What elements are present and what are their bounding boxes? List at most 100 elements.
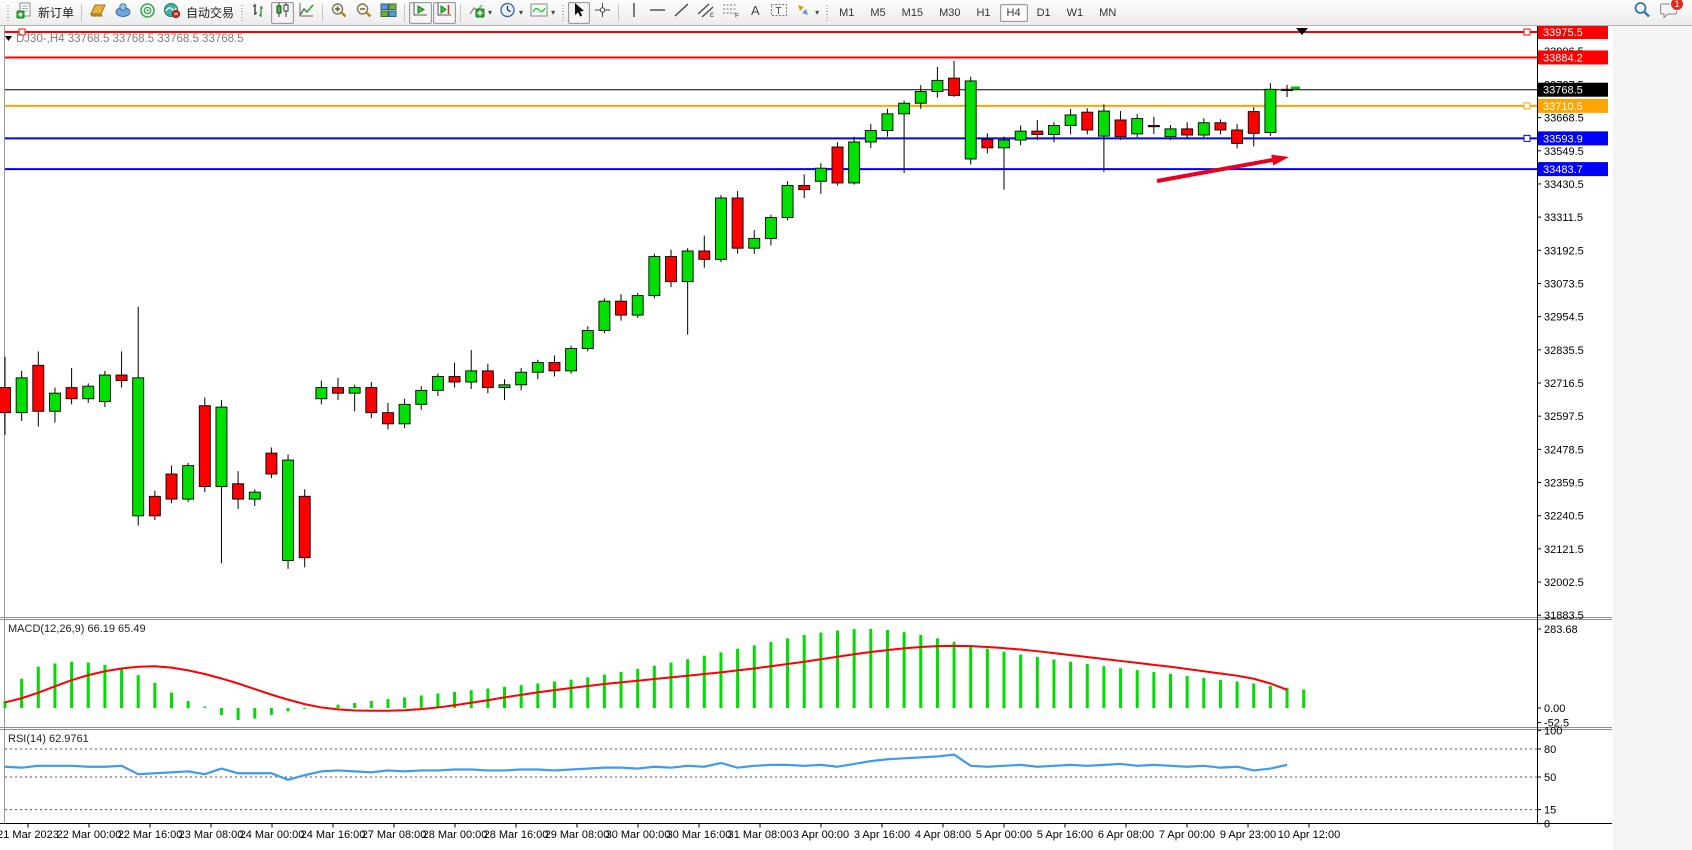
bar-chart-mode-button[interactable] xyxy=(247,2,270,24)
time-tick-label: 23 Mar 08:00 xyxy=(179,829,244,841)
timeframe-button-M15[interactable]: M15 xyxy=(901,6,924,19)
candle-body-up xyxy=(814,167,827,182)
candle-body-down xyxy=(948,77,960,96)
line-handle[interactable] xyxy=(18,28,26,36)
auto-trading-button[interactable]: 自动交易 xyxy=(160,2,237,24)
price-tick-label: 33192.5 xyxy=(1544,245,1584,257)
time-tick-label: 4 Apr 08:00 xyxy=(915,829,971,841)
price-tag-box xyxy=(1538,98,1608,113)
channel-tool-button[interactable]: E xyxy=(694,2,718,24)
time-tick-label: 24 Mar 00:00 xyxy=(240,829,305,841)
symbol-dropdown-icon[interactable] xyxy=(5,36,12,41)
profile-button[interactable] xyxy=(111,2,135,24)
candle-body-up xyxy=(1164,128,1177,138)
price-tick-label: 32002.5 xyxy=(1544,577,1584,589)
text-icon: A xyxy=(748,2,763,23)
chart-title: DJ30-,H4 33768.5 33768.5 33768.5 33768.5 xyxy=(16,33,244,45)
arrows-tool-button[interactable]: ▾ xyxy=(792,2,822,24)
notification-badge: 1 xyxy=(1670,0,1684,11)
signals-button[interactable] xyxy=(136,2,159,24)
cursor-tool-button[interactable] xyxy=(568,1,591,24)
price-tag-text: 33483.7 xyxy=(1543,164,1583,176)
candle-body-up xyxy=(1264,88,1277,133)
macd-signal-line xyxy=(4,644,1288,712)
price-tick-label: 32359.5 xyxy=(1544,478,1584,490)
candle-body-up xyxy=(1064,114,1077,126)
price-tick-label: 32478.5 xyxy=(1544,444,1584,456)
equidistant-channel-icon: E xyxy=(697,2,715,23)
timeframe-button-W1[interactable]: W1 xyxy=(1066,6,1084,19)
new-order-icon xyxy=(16,2,33,24)
chart-shift-icon xyxy=(436,2,453,23)
candlestick-mode-button[interactable] xyxy=(271,1,295,24)
macd-axis-label: 283.68 xyxy=(1544,624,1578,636)
indicators-icon xyxy=(468,2,485,23)
price-tick-label: 33311.5 xyxy=(1544,212,1583,224)
horizontal-line-tool-button[interactable] xyxy=(646,2,669,24)
rsi-axis-label: 100 xyxy=(1544,725,1562,737)
time-tick-label: 30 Mar 00:00 xyxy=(606,829,671,841)
candle-body-down xyxy=(115,374,128,382)
level-lines-layer xyxy=(5,28,1537,171)
candle-body-down xyxy=(0,387,11,414)
vertical-line-tool-button[interactable] xyxy=(623,2,645,24)
dropdown-caret-icon: ▾ xyxy=(815,8,820,17)
new-order-button[interactable]: 新订单 xyxy=(13,2,77,24)
line-chart-icon xyxy=(298,2,315,23)
candle-body-down xyxy=(1081,111,1094,131)
candle-body-up xyxy=(631,295,644,316)
chart-canvas[interactable]: DJ30-,H4 33768.5 33768.5 33768.5 33768.5… xyxy=(0,25,1692,850)
arrow-annotation[interactable] xyxy=(1156,154,1289,183)
notifications-button[interactable]: 1 xyxy=(1659,0,1684,24)
timeframe-button-D1[interactable]: D1 xyxy=(1036,6,1051,19)
text-label-tool-button[interactable]: T xyxy=(767,2,791,24)
fibonacci-tool-button[interactable]: F xyxy=(719,2,743,24)
price-tag-text: 33593.9 xyxy=(1543,133,1583,145)
market-watch-button[interactable] xyxy=(86,2,110,24)
tile-windows-button[interactable] xyxy=(377,2,400,24)
zoom-out-button[interactable] xyxy=(352,2,376,24)
toolbar-separator xyxy=(81,3,83,22)
rsi-axis-label: 0 xyxy=(1544,819,1550,831)
line-handle[interactable] xyxy=(1523,102,1531,110)
horizontal-line-icon xyxy=(649,2,666,23)
timeframe-button-H1[interactable]: H1 xyxy=(976,6,991,19)
crosshair-tool-button[interactable] xyxy=(591,2,614,24)
trendline-tool-button[interactable] xyxy=(670,2,693,24)
line-chart-mode-button[interactable] xyxy=(295,2,318,24)
candle-body-down xyxy=(232,483,245,500)
search-icon[interactable] xyxy=(1633,1,1651,24)
text-tool-button[interactable]: A xyxy=(744,2,766,24)
timeframe-button-M5[interactable]: M5 xyxy=(870,6,886,19)
zoom-in-icon xyxy=(330,2,348,24)
candle-body-down xyxy=(165,473,178,500)
rsi-line xyxy=(4,753,1288,781)
line-handle[interactable] xyxy=(1523,134,1531,142)
right-margin xyxy=(1613,26,1692,850)
candle-body-up xyxy=(581,329,594,350)
candle-body-down xyxy=(365,387,378,414)
auto-scroll-button[interactable] xyxy=(409,1,433,24)
zoom-in-button[interactable] xyxy=(327,2,351,24)
macd-axis-label: 0.00 xyxy=(1544,703,1565,715)
auto-trading-icon xyxy=(163,2,181,24)
arrow-head-icon xyxy=(1271,154,1289,166)
candle-body-up xyxy=(898,102,911,115)
toolbar-grip xyxy=(240,4,245,21)
timeframe-button-M1[interactable]: M1 xyxy=(839,6,855,19)
timeframe-button-H4[interactable]: H4 xyxy=(999,3,1028,22)
indicators-button[interactable]: ▾ xyxy=(465,2,495,24)
price-tick-label: 32597.5 xyxy=(1544,411,1584,423)
bar-chart-icon xyxy=(250,2,267,23)
timeframe-button-M30[interactable]: M30 xyxy=(939,6,961,19)
periods-button[interactable]: ▾ xyxy=(496,2,526,24)
time-tick-label: 5 Apr 16:00 xyxy=(1037,829,1093,841)
candle-body-up xyxy=(98,374,111,402)
main-toolbar: 新订单 自动交易 xyxy=(0,0,1692,26)
chart-shift-button[interactable] xyxy=(433,1,457,24)
candle-body-down xyxy=(65,387,78,400)
templates-button[interactable]: ▾ xyxy=(527,2,558,24)
chart-shift-marker-icon[interactable] xyxy=(1296,28,1308,35)
line-handle[interactable] xyxy=(1523,28,1531,36)
timeframe-button-MN[interactable]: MN xyxy=(1099,6,1117,19)
